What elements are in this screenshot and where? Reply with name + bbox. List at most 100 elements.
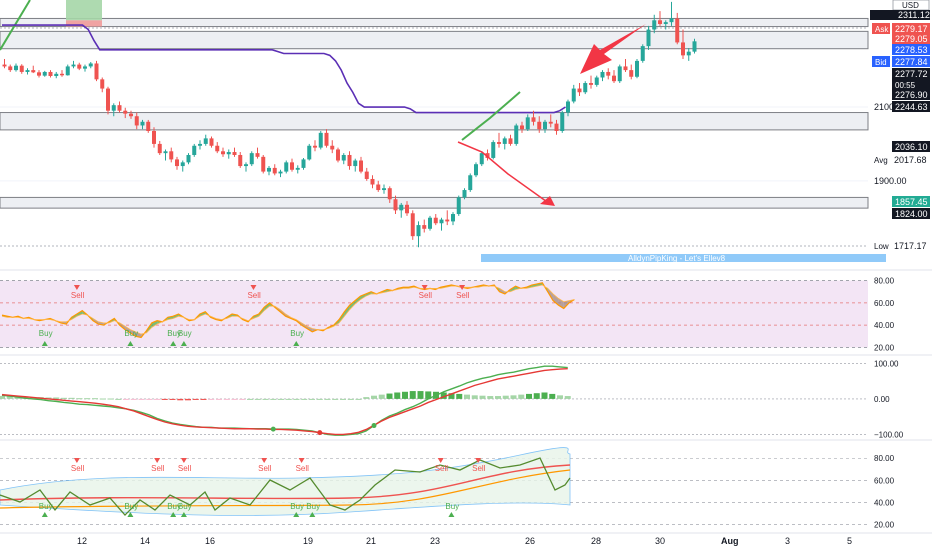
candle xyxy=(255,153,260,157)
candle xyxy=(134,116,139,126)
osc1-fill xyxy=(151,320,158,328)
price-tag-text: Low xyxy=(874,242,889,251)
candle xyxy=(341,154,346,161)
price-value-bg xyxy=(892,44,930,55)
candle xyxy=(192,145,197,155)
candle xyxy=(226,152,231,155)
osc2-histogram-bar xyxy=(185,398,191,401)
candle xyxy=(416,225,421,237)
sell-marker xyxy=(298,458,305,463)
price-value-bg xyxy=(892,141,930,152)
candle xyxy=(117,105,122,111)
price-tag-text: Bid xyxy=(875,58,887,67)
sell-marker xyxy=(437,458,444,463)
candle xyxy=(94,63,99,80)
candle xyxy=(537,121,542,130)
osc2-histogram-bar xyxy=(84,398,91,400)
buy-marker xyxy=(309,512,316,517)
candle xyxy=(681,42,685,56)
candle xyxy=(42,71,47,76)
sell-label: Sell xyxy=(151,464,165,473)
candle xyxy=(566,101,570,113)
buy-marker xyxy=(41,512,48,517)
osc2-histogram-bar xyxy=(309,398,315,400)
osc2-histogram-bar xyxy=(355,398,362,400)
candle xyxy=(48,71,53,77)
buy-marker xyxy=(127,341,134,346)
label-strip-text: AlldynPipKing - Let's Ellev8 xyxy=(628,254,726,263)
osc2-histogram-bar xyxy=(440,392,447,399)
candle xyxy=(658,20,662,24)
candle xyxy=(169,151,174,160)
osc2-histogram-bar xyxy=(45,397,52,399)
price-tag-prefix xyxy=(872,56,890,67)
candle xyxy=(525,117,530,130)
candle xyxy=(238,154,243,167)
buy-marker xyxy=(41,341,48,346)
candle xyxy=(336,149,340,161)
label-strip xyxy=(481,254,886,262)
osc2-histogram-bar xyxy=(130,398,137,400)
sell-marker xyxy=(475,458,482,463)
candle xyxy=(244,164,248,167)
candle xyxy=(508,138,513,144)
sell-label: Sell xyxy=(456,291,470,300)
osc3-tick-label: 60.00 xyxy=(874,476,895,485)
candle xyxy=(175,159,179,167)
sell-marker xyxy=(73,285,80,290)
candle xyxy=(370,178,375,185)
price-tag-text: Ask xyxy=(875,25,889,34)
candle xyxy=(37,72,41,76)
candle xyxy=(180,162,185,167)
price-value-bg xyxy=(892,208,930,219)
buy-label: Buy xyxy=(290,329,304,338)
candle xyxy=(640,46,645,61)
osc2-histogram-bar xyxy=(564,396,571,399)
candle xyxy=(359,160,363,172)
projection-down-line xyxy=(457,141,551,205)
buy-marker xyxy=(293,512,300,517)
sell-label: Sell xyxy=(71,291,85,300)
buy-label: Buy xyxy=(178,502,192,511)
osc1-fill xyxy=(360,293,366,300)
candle xyxy=(221,151,225,155)
price-value: 2277.84 xyxy=(895,57,928,67)
buy-marker xyxy=(170,341,177,346)
buy-marker xyxy=(448,512,455,517)
candle xyxy=(692,41,697,52)
osc1-fill xyxy=(264,302,270,311)
osc2-cross-dot xyxy=(371,423,377,429)
time-axis-label: 12 xyxy=(77,536,87,546)
osc2-histogram-bar xyxy=(487,396,494,399)
candle xyxy=(594,77,599,85)
price-value: 2244.63 xyxy=(895,102,928,112)
osc2-histogram-bar xyxy=(394,392,401,399)
candle xyxy=(215,145,220,152)
osc2-histogram-bar xyxy=(285,398,292,400)
candle xyxy=(577,88,582,93)
candle xyxy=(77,64,82,69)
candle xyxy=(261,156,266,172)
buy-label: Buy xyxy=(39,502,53,511)
osc2-tick-label: 100.00 xyxy=(874,359,899,368)
osc2-histogram-bar xyxy=(76,398,83,400)
sell-marker xyxy=(250,285,257,290)
candle xyxy=(232,152,237,155)
osc2-histogram-bar xyxy=(541,392,548,399)
candle xyxy=(364,171,369,179)
price-value-bg xyxy=(892,68,930,90)
candle xyxy=(382,188,386,191)
candle xyxy=(491,142,496,158)
price-tick-label: 2100.00 xyxy=(874,102,907,112)
osc2-histogram-bar xyxy=(347,398,354,400)
candle xyxy=(330,145,335,150)
buy-label: Buy xyxy=(167,502,181,511)
candle xyxy=(295,167,300,170)
candle xyxy=(25,70,30,72)
candle xyxy=(140,121,145,126)
osc2-histogram-bar xyxy=(340,398,346,400)
price-label-bg xyxy=(870,10,930,20)
candle xyxy=(669,18,674,23)
